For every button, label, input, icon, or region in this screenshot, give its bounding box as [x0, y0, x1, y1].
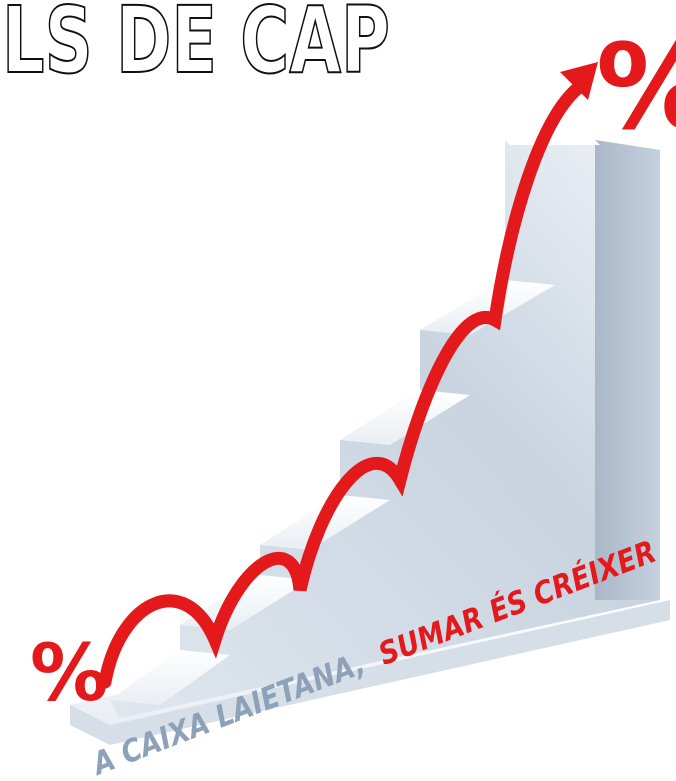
- step: [505, 140, 600, 145]
- advert: LS DE CAP % % A CAIXA LAIETANA, SUMAR ÉS…: [0, 0, 676, 781]
- title: LS DE CAP: [2, 0, 390, 94]
- page: LS DE CAP % % A CAIXA LAIETANA, SUMAR ÉS…: [0, 0, 676, 781]
- staircase-side: [595, 140, 660, 600]
- percent-start: %: [30, 629, 108, 719]
- percent-end: %: [596, 18, 676, 156]
